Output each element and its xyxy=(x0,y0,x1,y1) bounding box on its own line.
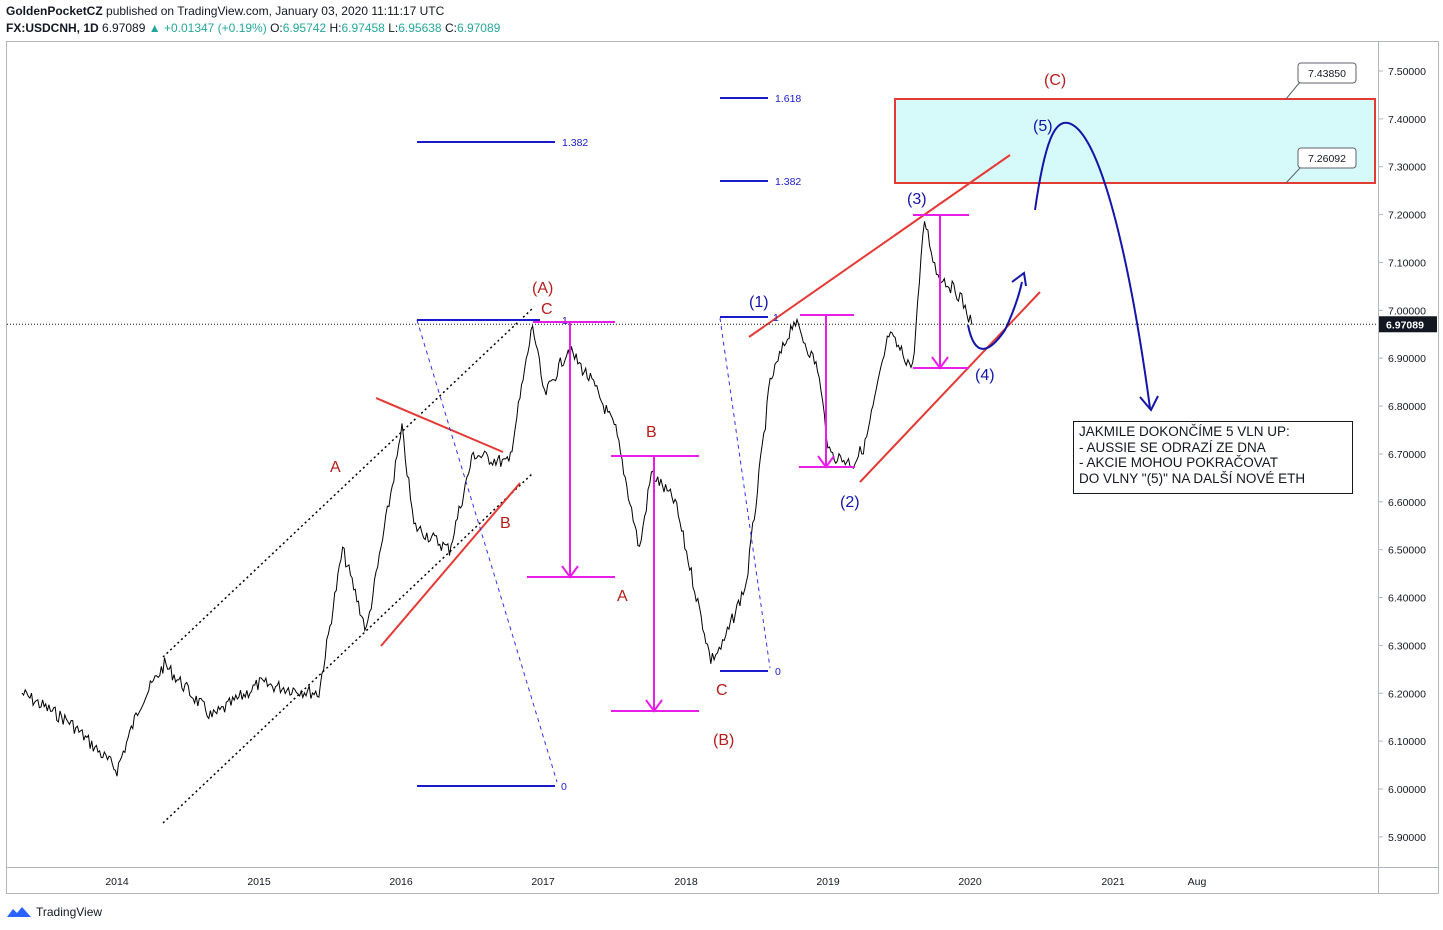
price-series-line xyxy=(21,221,973,777)
wave-label-a-mid: A xyxy=(617,588,628,605)
fib-a-0-label: 0 xyxy=(561,781,567,793)
open-value: 6.95742 xyxy=(282,21,327,35)
time-tick-label: 2017 xyxy=(531,876,555,888)
high-label: H: xyxy=(329,21,342,35)
brand-name[interactable]: TradingView xyxy=(36,905,103,919)
price-tick-label: 7.30000 xyxy=(1388,162,1426,174)
target-lower-callout[interactable]: 7.26092 xyxy=(1285,147,1357,184)
time-tick-label: 2018 xyxy=(674,876,698,888)
price-tick-label: 6.40000 xyxy=(1388,593,1426,605)
wave-label-1: (1) xyxy=(749,294,769,311)
time-tick-label: 2016 xyxy=(389,876,413,888)
time-tick-label: 2020 xyxy=(958,876,982,888)
symbol-label: FX:USDCNH, 1D xyxy=(6,21,99,35)
price-tick-label: 6.30000 xyxy=(1388,640,1426,652)
fib-b-1382-label: 1.382 xyxy=(775,176,801,188)
publish-info: published on TradingView.com, January 03… xyxy=(106,4,445,18)
wave-label-3: (3) xyxy=(907,191,927,208)
price-tick-label: 6.50000 xyxy=(1388,545,1426,557)
red-lower-trend-line xyxy=(859,291,1041,483)
price-tick-label: 7.40000 xyxy=(1388,114,1426,126)
price-change: ▲ +0.01347 (+0.19%) xyxy=(148,21,267,35)
magenta-measure-ab xyxy=(527,321,615,579)
wave-label-c-top: C xyxy=(541,301,553,318)
annotation-note: JAKMILE DOKONČÍME 5 VLN UP: - AUSSIE SE … xyxy=(1073,421,1353,494)
time-tick-label: 2019 xyxy=(816,876,840,888)
time-tick-label: Aug xyxy=(1188,876,1207,888)
high-value: 6.97458 xyxy=(341,21,385,35)
tradingview-logo-icon xyxy=(7,907,31,917)
price-axis[interactable]: 7.50000 7.40000 7.30000 7.20000 7.10000 7.000… xyxy=(1378,66,1426,844)
price-tick-label: 6.70000 xyxy=(1388,449,1426,461)
projection-wave-5-arrowhead xyxy=(1139,395,1159,412)
red-support-line-left xyxy=(380,482,521,647)
wave-label-b-paren: (B) xyxy=(713,732,734,749)
wave-label-a-left: A xyxy=(330,459,341,476)
wave-label-b-mid: B xyxy=(646,424,657,441)
fib-b-1-label: 1 xyxy=(773,312,779,324)
price-tick-label: 7.50000 xyxy=(1388,66,1426,78)
magenta-measure-bc xyxy=(611,455,699,713)
magenta-measure-1-2 xyxy=(799,314,855,469)
fib-b-0-label: 0 xyxy=(775,666,781,678)
target-upper-label: 7.43850 xyxy=(1308,68,1346,80)
time-tick-label: 2015 xyxy=(247,876,271,888)
low-value: 6.95638 xyxy=(398,21,442,35)
close-value: 6.97089 xyxy=(456,21,501,35)
time-tick-label: 2014 xyxy=(105,876,129,888)
open-label: O: xyxy=(270,21,283,35)
projection-wave-4-arrowhead xyxy=(1011,271,1027,287)
low-label: L: xyxy=(388,21,399,35)
price-tick-label: 6.90000 xyxy=(1388,353,1426,365)
time-axis-frame xyxy=(6,867,1439,894)
price-tick-label: 6.00000 xyxy=(1388,784,1426,796)
wave-label-c-paren: (C) xyxy=(1044,72,1066,89)
target-upper-callout[interactable]: 7.43850 xyxy=(1285,62,1357,100)
price-tick-label: 7.00000 xyxy=(1388,305,1426,317)
wave-label-5: (5) xyxy=(1033,118,1053,135)
price-tick-label: 7.20000 xyxy=(1388,210,1426,222)
ohlc-line: FX:USDCNH, 1D 6.97089 ▲ +0.01347 (+0.19%… xyxy=(6,20,500,37)
target-zone[interactable] xyxy=(894,98,1376,184)
publisher-name[interactable]: GoldenPocketCZ xyxy=(6,4,103,18)
wave-label-a-paren: (A) xyxy=(532,280,553,297)
wave-label-b-left: B xyxy=(500,515,511,532)
price-tick-label: 6.60000 xyxy=(1388,497,1426,509)
price-tick-label: 5.90000 xyxy=(1388,832,1426,844)
magenta-measure-3-4 xyxy=(913,214,969,370)
channel-lower-line xyxy=(162,472,534,824)
time-tick-label: 2021 xyxy=(1101,876,1125,888)
price-tick-label: 7.10000 xyxy=(1388,257,1426,269)
current-price-tag: 6.97089 xyxy=(1379,316,1437,333)
fib-b-diagonal xyxy=(719,317,771,669)
red-upper-trend-line xyxy=(748,154,1011,338)
close-label: C: xyxy=(444,21,457,35)
price-tick-label: 6.80000 xyxy=(1388,401,1426,413)
current-price-label: 6.97089 xyxy=(1386,319,1424,331)
wave-label-4: (4) xyxy=(975,367,995,384)
wave-label-c-low: C xyxy=(716,682,728,699)
footer: TradingView xyxy=(6,902,102,922)
price-tick-label: 6.20000 xyxy=(1388,688,1426,700)
projection-wave-5-path xyxy=(1034,121,1151,409)
channel-upper-line xyxy=(162,307,534,658)
chart-header: GoldenPocketCZ published on TradingView.… xyxy=(6,3,500,37)
fib-a-1382-label: 1.382 xyxy=(562,137,588,149)
wave-label-2: (2) xyxy=(840,494,860,511)
publish-line: GoldenPocketCZ published on TradingView.… xyxy=(6,3,500,20)
fib-a-diagonal xyxy=(416,319,558,783)
red-resistance-line xyxy=(375,397,504,453)
time-axis[interactable]: 2014 2015 2016 2017 2018 2019 2020 2021 Aug xyxy=(105,876,1206,888)
price-tick-label: 6.10000 xyxy=(1388,736,1426,748)
target-lower-label: 7.26092 xyxy=(1308,153,1346,165)
projection-wave-4-path xyxy=(967,281,1023,350)
last-price: 6.97089 xyxy=(102,21,146,35)
fib-b-1618-label: 1.618 xyxy=(775,93,801,105)
